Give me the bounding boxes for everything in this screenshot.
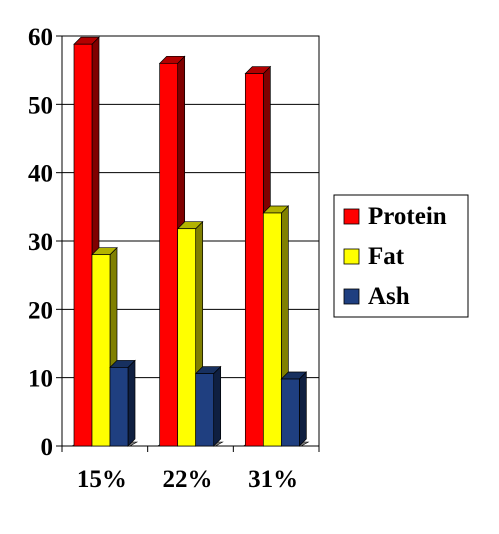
bar-side bbox=[127, 359, 136, 447]
x-tick-label: 31% bbox=[248, 466, 298, 493]
bar-fat-2 bbox=[262, 212, 282, 447]
legend: Protein Fat Ash bbox=[333, 194, 469, 318]
y-tick-label: 60 bbox=[28, 24, 53, 51]
y-tick-label: 10 bbox=[28, 366, 53, 393]
bar-side bbox=[298, 371, 307, 447]
bar-fat-1 bbox=[177, 228, 197, 447]
legend-label: Protein bbox=[368, 203, 447, 230]
bar-protein-2 bbox=[244, 73, 264, 447]
bars bbox=[70, 36, 310, 447]
legend-label: Ash bbox=[368, 283, 410, 310]
bar-ash-2 bbox=[280, 378, 300, 447]
y-tick-label: 50 bbox=[28, 92, 53, 119]
bar-protein-0 bbox=[73, 43, 93, 447]
bar-protein-1 bbox=[159, 62, 179, 447]
bar-ash-1 bbox=[195, 373, 215, 447]
y-tick-label: 20 bbox=[28, 297, 53, 324]
bar-ash-0 bbox=[109, 367, 129, 447]
legend-swatch bbox=[343, 248, 360, 265]
bar-fat-0 bbox=[91, 254, 111, 447]
x-axis-ticks: 15% 22% 31% bbox=[61, 446, 320, 493]
legend-swatch bbox=[343, 288, 360, 305]
legend-label: Fat bbox=[368, 243, 405, 270]
y-tick-label: 40 bbox=[28, 161, 53, 188]
y-axis-ticks: 0 10 20 30 40 50 60 bbox=[28, 24, 62, 461]
bar-side bbox=[213, 365, 222, 447]
x-tick-label: 15% bbox=[77, 466, 127, 493]
x-tick-label: 22% bbox=[163, 466, 213, 493]
y-tick-label: 0 bbox=[41, 434, 54, 461]
y-tick-label: 30 bbox=[28, 229, 53, 256]
legend-swatch bbox=[343, 208, 360, 225]
